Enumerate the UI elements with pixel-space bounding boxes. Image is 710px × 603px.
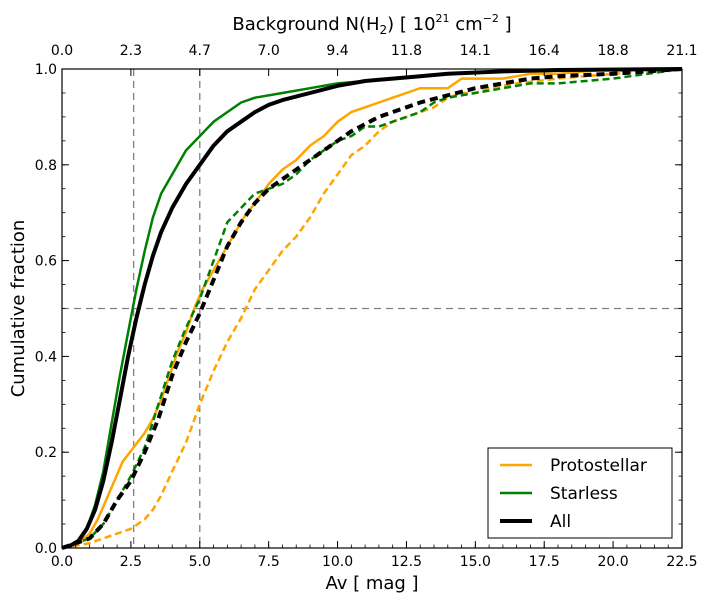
series-lines [61,67,683,550]
top-title-sub: 2 [379,23,387,37]
y-tick-label: 0.2 [35,445,57,461]
y-tick-label: 1.0 [35,62,57,78]
x-tick-label: 7.5 [258,554,280,570]
y-tick-label: 0.0 [35,541,57,557]
top-title-sup2: −2 [483,12,499,25]
x-tick-label: 15.0 [460,554,491,570]
x-tick-label: 0.0 [51,554,73,570]
series-line-5-dashed [61,67,683,550]
top-tick-label: 14.1 [460,43,491,59]
x-tick-label: 17.5 [529,554,560,570]
top-axis-title: Background N(H2) [ 1021 cm−2 ] [232,12,511,37]
y-tick-label: 0.6 [35,254,57,270]
top-tick-label: 18.8 [598,43,629,59]
y-tick-label: 0.4 [35,349,57,365]
top-tick-label: 4.7 [189,43,211,59]
series-line-3-dashed [61,67,683,550]
x-tick-label: 20.0 [598,554,629,570]
top-title-mid: ) [ 10 [387,14,435,35]
x-tick-label: 2.5 [120,554,142,570]
tick-labels: 0.0 2.5 5.0 7.5 10.0 12.5 15.0 17.5 20.0 22.5 0.0 2… [35,43,698,570]
top-tick-label: 11.8 [391,43,422,59]
top-title-prefix: Background N(H [232,14,379,35]
series-line-1-dashed [61,67,683,550]
x-axis-title: Av [ mag ] [325,573,418,594]
y-tick-label: 0.8 [35,158,57,174]
x-tick-label: 12.5 [391,554,422,570]
top-tick-label: 2.3 [120,43,142,59]
top-tick-label: 7.0 [258,43,280,59]
top-tick-label: 16.4 [529,43,560,59]
top-title-suffix: ] [499,14,512,35]
top-tick-label: 9.4 [326,43,348,59]
top-title-sup1: 21 [436,12,450,25]
legend-label-0: Protostellar [550,456,647,476]
top-tick-label: 21.1 [666,43,697,59]
y-axis-title: Cumulative fraction [8,220,29,398]
top-title-unit: cm [450,14,483,35]
x-tick-label: 5.0 [189,554,211,570]
legend: Protostellar Starless All [487,447,673,539]
top-tick-label: 0.0 [51,43,73,59]
legend-label-2: All [550,512,571,532]
series-line-4-solid [61,67,683,550]
axis-ticks [61,68,683,549]
x-tick-label: 22.5 [666,554,697,570]
legend-label-1: Starless [550,484,618,504]
x-tick-label: 10.0 [322,554,353,570]
